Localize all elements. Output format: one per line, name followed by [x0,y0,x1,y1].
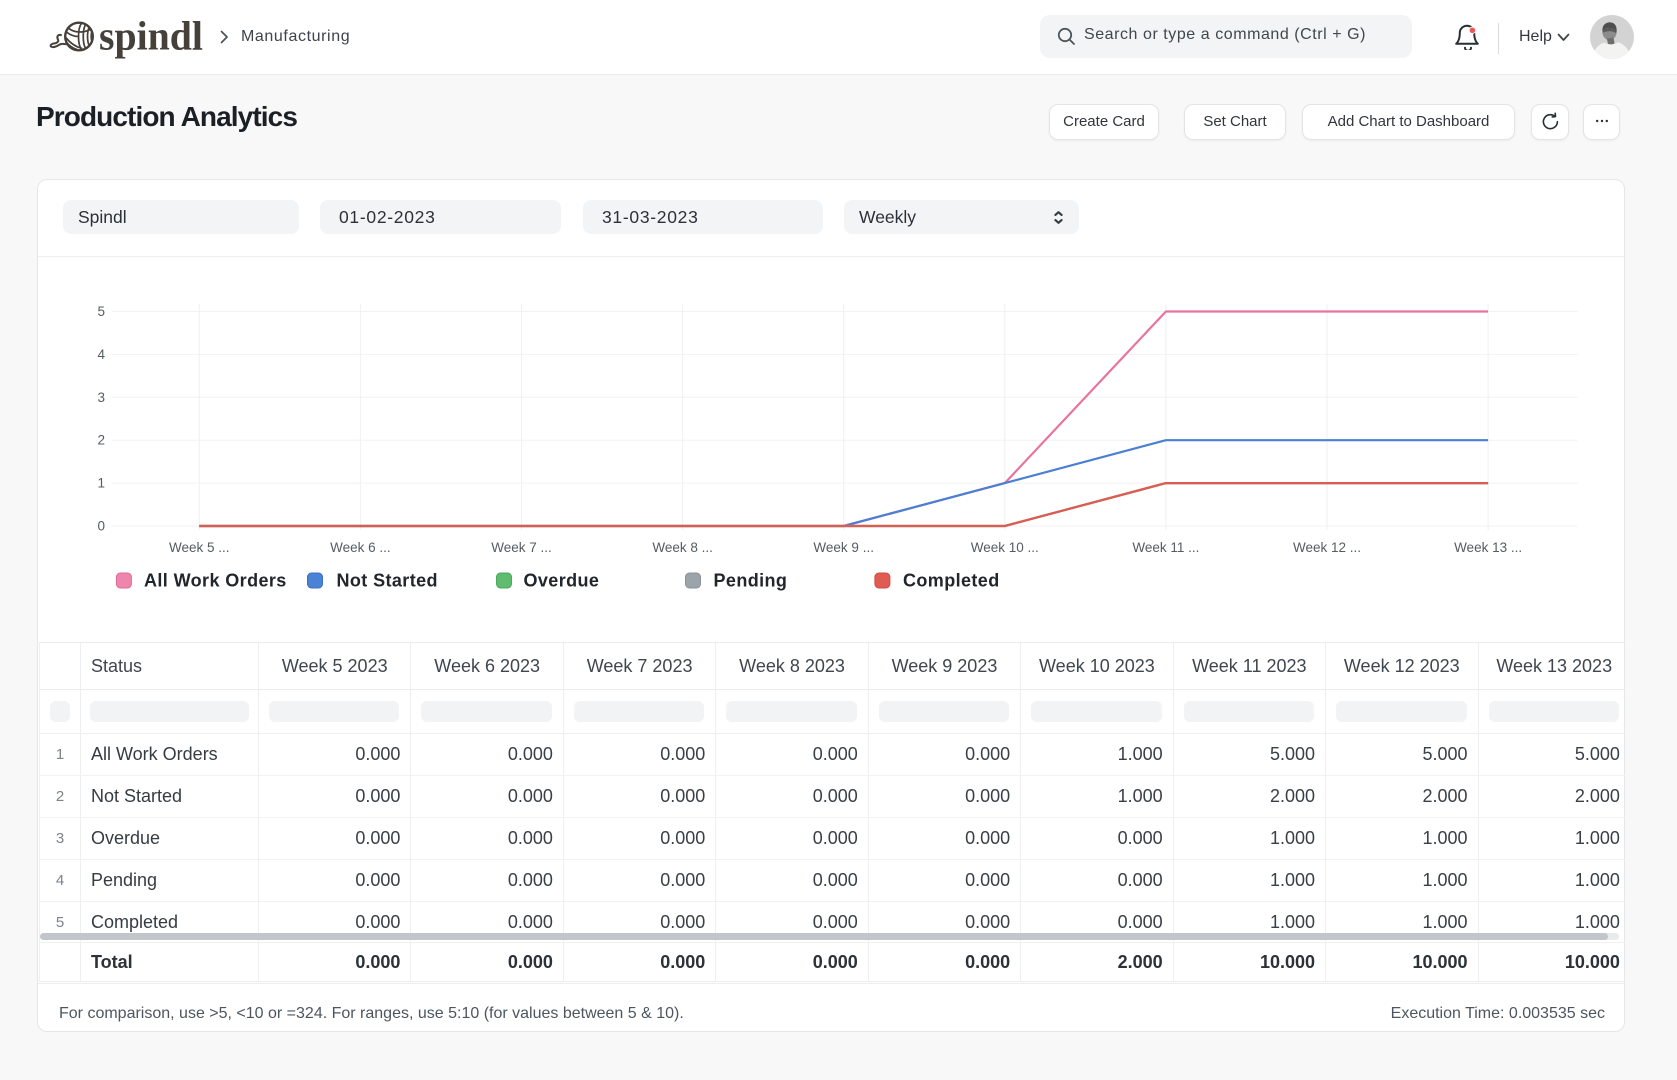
svg-text:Week 7 ...: Week 7 ... [491,540,552,555]
svg-text:Week 12 ...: Week 12 ... [1293,540,1361,555]
svg-text:Week 5 ...: Week 5 ... [169,540,230,555]
svg-text:Week 11 ...: Week 11 ... [1132,540,1199,555]
svg-text:0: 0 [97,519,105,534]
svg-text:1: 1 [97,476,105,491]
svg-text:All Work Orders: All Work Orders [144,571,287,591]
svg-text:Not Started: Not Started [337,571,438,591]
svg-text:Week 13 ...: Week 13 ... [1454,540,1522,555]
svg-text:Completed: Completed [903,571,1000,591]
svg-text:Week 6 ...: Week 6 ... [330,540,391,555]
svg-text:Pending: Pending [714,571,788,591]
svg-text:2: 2 [97,433,105,448]
svg-text:4: 4 [97,347,105,362]
svg-text:5: 5 [97,304,105,319]
svg-text:Week 10 ...: Week 10 ... [971,540,1039,555]
svg-text:spindl: spindl [99,13,203,59]
svg-text:Overdue: Overdue [524,571,600,591]
svg-text:Week 8 ...: Week 8 ... [652,540,713,555]
svg-text:3: 3 [97,390,105,405]
svg-text:Week 9 ...: Week 9 ... [813,540,874,555]
